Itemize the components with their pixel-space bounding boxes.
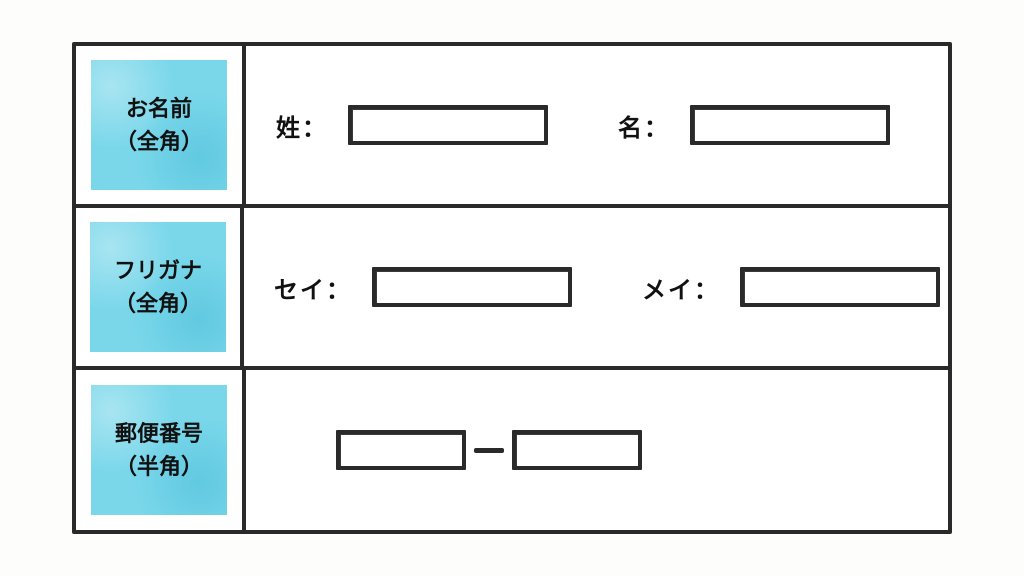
label-box-name: お名前 （全角） (91, 60, 227, 190)
label-cell-postal: 郵便番号 （半角） (76, 370, 246, 530)
input-sei-kana[interactable] (372, 267, 572, 307)
label-name-line2: （全角） (115, 125, 203, 158)
input-mei[interactable] (690, 105, 890, 145)
input-postal-1[interactable] (336, 430, 466, 470)
postal-dash-icon (474, 448, 504, 453)
input-sei[interactable] (348, 105, 548, 145)
form-row-postal: 郵便番号 （半角） (76, 370, 948, 530)
label-postal-line1: 郵便番号 (115, 417, 203, 450)
field-cell-postal (246, 370, 948, 530)
input-mei-kana[interactable] (740, 267, 940, 307)
label-box-postal: 郵便番号 （半角） (91, 385, 227, 515)
field-label-mei-kana: メイ： (642, 270, 720, 305)
label-name-line1: お名前 (126, 92, 192, 125)
label-furigana-line2: （全角） (114, 287, 202, 320)
form-row-furigana: フリガナ （全角） セイ： メイ： (76, 208, 948, 370)
form-table: お名前 （全角） 姓： 名： フリガナ （全角） セイ： メイ： (72, 42, 952, 534)
field-label-sei: 姓： (276, 108, 328, 143)
label-postal-line2: （半角） (115, 450, 203, 483)
field-label-mei: 名： (618, 108, 670, 143)
postal-group (336, 430, 642, 470)
field-cell-name: 姓： 名： (246, 46, 948, 204)
label-furigana-line1: フリガナ (114, 254, 202, 287)
form-row-name: お名前 （全角） 姓： 名： (76, 46, 948, 208)
label-cell-furigana: フリガナ （全角） (76, 208, 244, 366)
field-label-sei-kana: セイ： (274, 270, 352, 305)
input-postal-2[interactable] (512, 430, 642, 470)
label-cell-name: お名前 （全角） (76, 46, 246, 204)
field-cell-furigana: セイ： メイ： (244, 208, 970, 366)
label-box-furigana: フリガナ （全角） (90, 222, 226, 352)
